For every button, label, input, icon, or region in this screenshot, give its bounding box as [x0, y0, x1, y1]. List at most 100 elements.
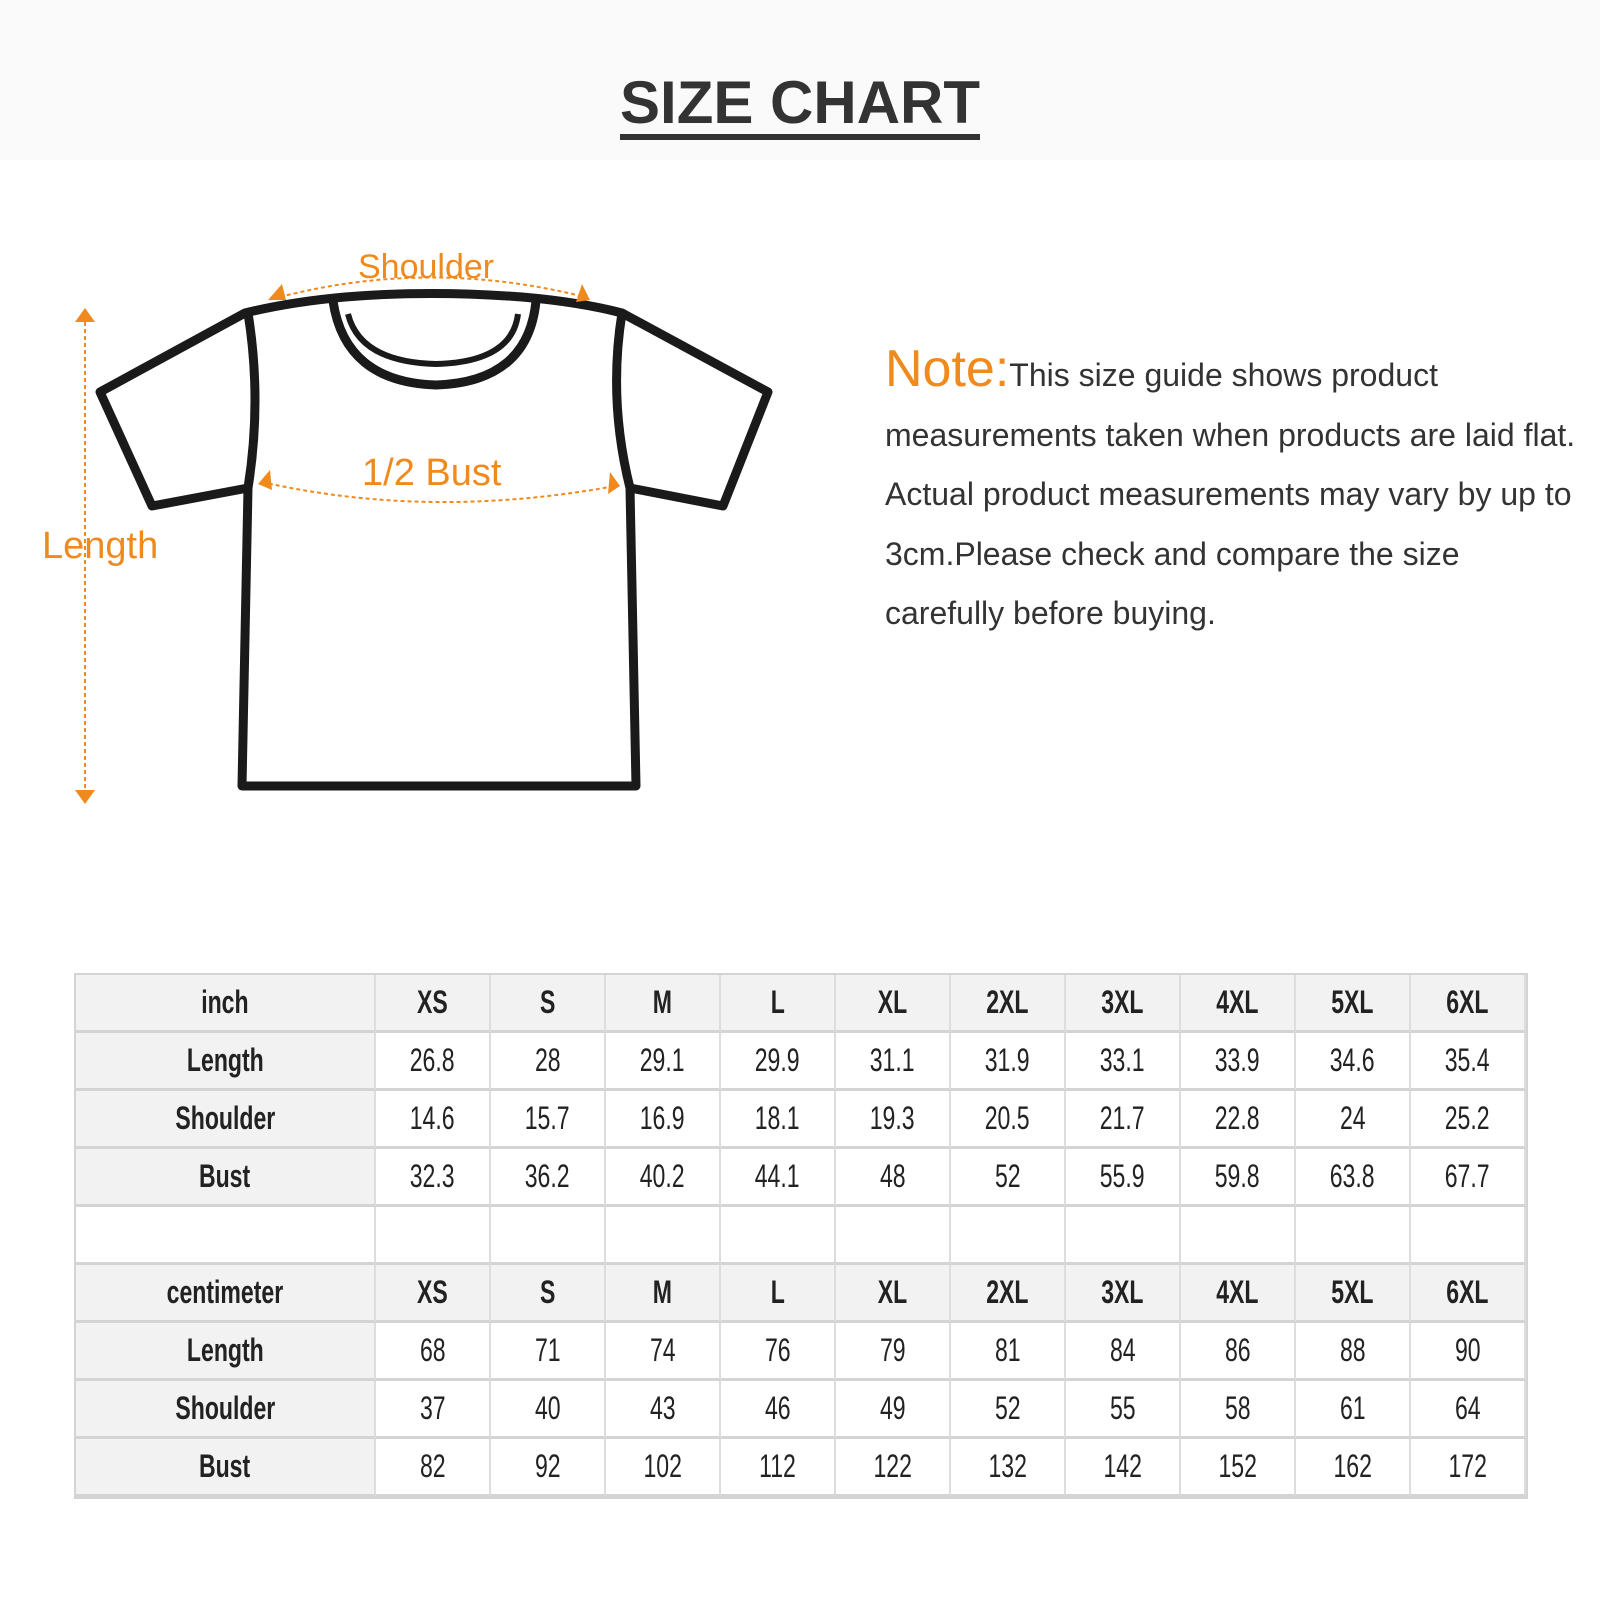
- table-row: Length 68 71 74 76 79 81 84 86 88 90: [76, 1323, 1526, 1381]
- value-cell: 64: [1411, 1381, 1526, 1439]
- cell-text: 40: [534, 1390, 561, 1426]
- cell-text: 49: [879, 1390, 906, 1426]
- cell-text: 71: [534, 1332, 561, 1368]
- value-cell: 25.2: [1411, 1091, 1526, 1149]
- size-header: 2XL: [951, 975, 1066, 1033]
- value-cell: 33.1: [1066, 1033, 1181, 1091]
- cell-text: XS: [417, 1274, 448, 1310]
- value-cell: 142: [1066, 1439, 1181, 1497]
- cell-text: 81: [994, 1332, 1021, 1368]
- value-cell: 84: [1066, 1323, 1181, 1381]
- cell-text: 68: [419, 1332, 446, 1368]
- value-cell: 29.1: [606, 1033, 721, 1091]
- cell-text: S: [539, 1274, 556, 1310]
- value-cell: 18.1: [721, 1091, 836, 1149]
- cell-text: 64: [1454, 1390, 1481, 1426]
- table-row: Length 26.8 28 29.1 29.9 31.1 31.9 33.1 33.9 34.6…: [76, 1033, 1526, 1091]
- measure-lines: [84, 276, 616, 795]
- bust-label: 1/2 Bust: [362, 452, 502, 494]
- header-band: [0, 0, 1600, 160]
- value-cell: 49: [836, 1381, 951, 1439]
- cell-text: 142: [1103, 1448, 1142, 1484]
- value-cell: 21.7: [1066, 1091, 1181, 1149]
- cell-text: XS: [417, 984, 448, 1020]
- cell-text: 29.1: [640, 1042, 685, 1078]
- cell-text: 4XL: [1216, 1274, 1259, 1310]
- value-cell: 132: [951, 1439, 1066, 1497]
- spacer-cell: [1296, 1207, 1411, 1265]
- size-header: 4XL: [1181, 1265, 1296, 1323]
- size-header: 5XL: [1296, 1265, 1411, 1323]
- cell-text: 84: [1109, 1332, 1136, 1368]
- cell-text: 25.2: [1445, 1100, 1490, 1136]
- cell-text: Length: [186, 1042, 264, 1078]
- note: Note:This size guide shows product measu…: [885, 340, 1585, 644]
- row-label: Bust: [76, 1149, 376, 1207]
- size-header: M: [606, 1265, 721, 1323]
- cell-text: 35.4: [1445, 1042, 1490, 1078]
- value-cell: 86: [1181, 1323, 1296, 1381]
- size-header: 5XL: [1296, 975, 1411, 1033]
- table-row: Shoulder 37 40 43 46 49 52 55 58 61 64: [76, 1381, 1526, 1439]
- cell-text: 82: [419, 1448, 446, 1484]
- size-header: L: [721, 975, 836, 1033]
- inch-header-row: inch XS S M L XL 2XL 3XL 4XL 5XL 6XL: [76, 975, 1526, 1033]
- cell-text: 67.7: [1445, 1158, 1490, 1194]
- cell-text: 21.7: [1100, 1100, 1145, 1136]
- spacer-cell: [1411, 1207, 1526, 1265]
- cell-text: 6XL: [1446, 984, 1489, 1020]
- value-cell: 28: [491, 1033, 606, 1091]
- size-header: XS: [376, 1265, 491, 1323]
- length-label: Length: [42, 525, 159, 567]
- cell-text: 31.9: [985, 1042, 1030, 1078]
- cell-text: 19.3: [870, 1100, 915, 1136]
- unit-header: inch: [76, 975, 376, 1033]
- spacer-cell: [836, 1207, 951, 1265]
- value-cell: 19.3: [836, 1091, 951, 1149]
- cell-text: 32.3: [410, 1158, 455, 1194]
- value-cell: 29.9: [721, 1033, 836, 1091]
- cell-text: XL: [877, 1274, 908, 1310]
- spacer-row: [76, 1207, 1526, 1265]
- cell-text: 92: [534, 1448, 561, 1484]
- value-cell: 32.3: [376, 1149, 491, 1207]
- spacer-cell: [1066, 1207, 1181, 1265]
- table-row: Bust 32.3 36.2 40.2 44.1 48 52 55.9 59.8 63.8 67.7: [76, 1149, 1526, 1207]
- value-cell: 26.8: [376, 1033, 491, 1091]
- value-cell: 81: [951, 1323, 1066, 1381]
- cell-text: 36.2: [525, 1158, 570, 1194]
- cell-text: Bust: [199, 1448, 251, 1484]
- value-cell: 172: [1411, 1439, 1526, 1497]
- note-text: This size guide shows product measuremen…: [885, 357, 1576, 631]
- value-cell: 152: [1181, 1439, 1296, 1497]
- spacer-cell: [376, 1207, 491, 1265]
- value-cell: 59.8: [1181, 1149, 1296, 1207]
- value-cell: 79: [836, 1323, 951, 1381]
- value-cell: 31.1: [836, 1033, 951, 1091]
- value-cell: 22.8: [1181, 1091, 1296, 1149]
- cell-text: Bust: [199, 1158, 251, 1194]
- cell-text: 79: [879, 1332, 906, 1368]
- cell-text: 132: [988, 1448, 1027, 1484]
- tshirt-diagram: [75, 276, 773, 804]
- cell-text: 102: [643, 1448, 682, 1484]
- row-label: Bust: [76, 1439, 376, 1497]
- cell-text: L: [770, 1274, 785, 1310]
- value-cell: 61: [1296, 1381, 1411, 1439]
- cell-text: 55.9: [1100, 1158, 1145, 1194]
- cell-text: 28: [534, 1042, 561, 1078]
- size-header: S: [491, 975, 606, 1033]
- size-header: S: [491, 1265, 606, 1323]
- note-label: Note:: [885, 340, 1010, 398]
- value-cell: 52: [951, 1149, 1066, 1207]
- spacer-cell: [721, 1207, 836, 1265]
- size-header: 3XL: [1066, 975, 1181, 1033]
- value-cell: 37: [376, 1381, 491, 1439]
- cell-text: 112: [759, 1448, 796, 1484]
- spacer-cell: [606, 1207, 721, 1265]
- cell-text: 33.9: [1215, 1042, 1260, 1078]
- value-cell: 35.4: [1411, 1033, 1526, 1091]
- cell-text: Shoulder: [175, 1100, 275, 1136]
- cell-text: 52: [994, 1158, 1021, 1194]
- value-cell: 31.9: [951, 1033, 1066, 1091]
